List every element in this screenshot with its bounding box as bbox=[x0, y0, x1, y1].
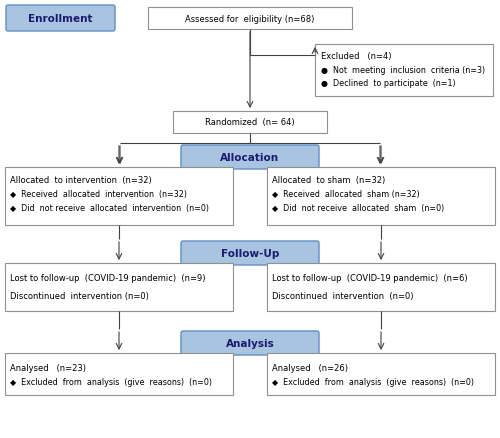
FancyBboxPatch shape bbox=[267, 168, 495, 226]
Text: Lost to follow-up  (COVID-19 pandemic)  (n=6): Lost to follow-up (COVID-19 pandemic) (n… bbox=[272, 273, 468, 283]
Text: Discontinued  intervention  (n=0): Discontinued intervention (n=0) bbox=[272, 291, 414, 300]
FancyBboxPatch shape bbox=[173, 112, 327, 134]
FancyBboxPatch shape bbox=[181, 146, 319, 170]
Text: Excluded   (n=4): Excluded (n=4) bbox=[321, 52, 392, 61]
Text: Allocated  to sham  (n=32): Allocated to sham (n=32) bbox=[272, 176, 385, 184]
Text: ◆  Excluded  from  analysis  (give  reasons)  (n=0): ◆ Excluded from analysis (give reasons) … bbox=[272, 377, 474, 386]
Text: Analysed   (n=23): Analysed (n=23) bbox=[10, 363, 86, 372]
Text: Analysis: Analysis bbox=[226, 338, 274, 348]
Text: Lost to follow-up  (COVID-19 pandemic)  (n=9): Lost to follow-up (COVID-19 pandemic) (n… bbox=[10, 273, 205, 283]
FancyBboxPatch shape bbox=[267, 263, 495, 311]
Text: ◆  Did  not receive  allocated  sham  (n=0): ◆ Did not receive allocated sham (n=0) bbox=[272, 204, 444, 212]
Text: Assessed for  eligibility (n=68): Assessed for eligibility (n=68) bbox=[186, 14, 314, 24]
Text: Discontinued  intervention (n=0): Discontinued intervention (n=0) bbox=[10, 291, 149, 300]
Text: Analysed   (n=26): Analysed (n=26) bbox=[272, 363, 348, 372]
Text: Enrollment: Enrollment bbox=[28, 14, 92, 24]
FancyBboxPatch shape bbox=[267, 353, 495, 395]
Text: ◆  Excluded  from  analysis  (give  reasons)  (n=0): ◆ Excluded from analysis (give reasons) … bbox=[10, 377, 212, 386]
Text: Follow-Up: Follow-Up bbox=[221, 248, 279, 258]
FancyBboxPatch shape bbox=[181, 241, 319, 265]
FancyBboxPatch shape bbox=[181, 331, 319, 355]
Text: Allocated  to intervention  (n=32): Allocated to intervention (n=32) bbox=[10, 176, 152, 184]
FancyBboxPatch shape bbox=[315, 45, 493, 97]
Text: ◆  Received  allocated  sham (n=32): ◆ Received allocated sham (n=32) bbox=[272, 190, 420, 198]
Text: ◆  Did  not receive  allocated  intervention  (n=0): ◆ Did not receive allocated intervention… bbox=[10, 204, 209, 212]
FancyBboxPatch shape bbox=[5, 353, 233, 395]
FancyBboxPatch shape bbox=[148, 8, 352, 30]
Text: ◆  Received  allocated  intervention  (n=32): ◆ Received allocated intervention (n=32) bbox=[10, 190, 187, 198]
Text: ●  Not  meeting  inclusion  criteria (n=3): ● Not meeting inclusion criteria (n=3) bbox=[321, 66, 485, 75]
Text: Randomized  (n= 64): Randomized (n= 64) bbox=[205, 118, 295, 127]
FancyBboxPatch shape bbox=[5, 263, 233, 311]
FancyBboxPatch shape bbox=[5, 168, 233, 226]
Text: ●  Declined  to participate  (n=1): ● Declined to participate (n=1) bbox=[321, 79, 456, 88]
Text: Allocation: Allocation bbox=[220, 153, 280, 162]
FancyBboxPatch shape bbox=[6, 6, 115, 32]
